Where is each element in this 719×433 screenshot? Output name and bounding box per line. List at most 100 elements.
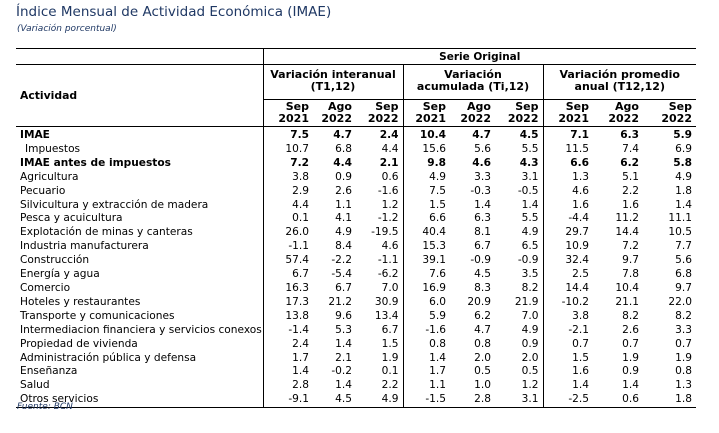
period-month: Sep <box>565 100 589 113</box>
value-cell: 1.2 <box>521 379 539 392</box>
row-label: Otros servicios <box>16 393 263 409</box>
value-cell: 4.5 <box>474 268 491 281</box>
value-cell: 14.4 <box>615 226 639 239</box>
period-header: Sep 2022 <box>495 99 543 127</box>
value-cell: 9.7 <box>675 281 692 294</box>
value-cell: 0.1 <box>262 212 313 227</box>
value-cell: -2.2 <box>331 254 352 267</box>
table-row: Enseñanza 1.4 -0.2 0.1 1.7 0.5 0.5 1.6 0.9 0.8 <box>16 365 696 380</box>
value-cell: 7.0 <box>381 281 399 294</box>
value-cell: 4.6 <box>381 240 399 253</box>
value-cell: 4.5 <box>313 393 356 409</box>
period-header: Ago 2022 <box>593 99 643 127</box>
value-cell: 1.7 <box>402 365 450 380</box>
value-cell: 6.6 <box>542 156 593 171</box>
value-cell: 0.7 <box>542 337 593 352</box>
value-cell: 4.1 <box>335 212 352 225</box>
period-header: Sep 2021 <box>402 99 450 127</box>
period-month: Ago <box>615 100 639 113</box>
group-header-promedio: Variación promedio anual (T12,12) <box>542 64 696 100</box>
value-cell: 5.6 <box>675 254 692 267</box>
row-label: Construcción <box>20 254 90 267</box>
value-cell: 1.5 <box>402 198 450 213</box>
table-row: Intermediacion financiera y servicios co… <box>16 323 696 338</box>
table-row: Explotación de minas y canteras 26.0 4.9 -1… <box>16 226 696 241</box>
value-cell: 8.2 <box>622 309 639 322</box>
row-label: Silvicultura y extracción de madera <box>20 198 209 211</box>
value-cell: 13.4 <box>374 309 399 322</box>
value-cell: 9.8 <box>402 156 450 171</box>
period-header: Sep 2021 <box>542 99 593 127</box>
value-cell: 2.2 <box>622 184 639 197</box>
value-cell: 2.5 <box>542 268 593 282</box>
value-cell: -6.2 <box>377 268 399 281</box>
value-cell: 4.5 <box>519 129 539 141</box>
value-cell: 7.1 <box>542 126 593 143</box>
period-year: 2021 <box>558 112 589 125</box>
row-label: Enseñanza <box>20 365 78 378</box>
value-cell: 0.8 <box>474 337 491 350</box>
value-cell: -4.4 <box>542 212 593 227</box>
value-cell: 6.3 <box>620 129 639 141</box>
table-row: Agricultura 3.8 0.9 0.6 4.9 3.3 3.1 1.3 5.1 4.9 <box>16 170 696 185</box>
table-row: Propiedad de vivienda 2.4 1.4 1.5 0.8 0.8 0.9 0… <box>16 337 696 352</box>
value-cell: 0.7 <box>675 337 692 350</box>
table-row: Comercio 16.3 6.7 7.0 16.9 8.3 8.2 14.4 10.4 9.7 <box>16 281 696 296</box>
value-cell: 4.9 <box>356 393 403 409</box>
value-cell: 1.5 <box>542 351 593 366</box>
value-cell: 3.1 <box>495 393 543 409</box>
value-cell: 1.5 <box>381 337 399 350</box>
value-cell: 40.4 <box>402 226 450 241</box>
value-cell: -1.5 <box>402 393 450 409</box>
value-cell: 0.6 <box>593 393 643 409</box>
row-label: Agricultura <box>20 170 79 183</box>
value-cell: 6.7 <box>474 240 491 253</box>
header-row-serie: Serie Original <box>16 48 696 65</box>
value-cell: 1.4 <box>335 379 352 392</box>
period-year: 2022 <box>367 112 399 125</box>
value-cell: 4.7 <box>333 129 352 141</box>
value-cell: 1.9 <box>381 351 399 364</box>
group-line1: Variación interanual <box>270 68 396 81</box>
value-cell: -0.2 <box>331 365 352 378</box>
row-label: IMAE <box>20 129 50 141</box>
row-label: Impuestos <box>25 142 81 155</box>
value-cell: 29.7 <box>542 226 593 241</box>
value-cell: 1.9 <box>675 351 692 364</box>
value-cell: 1.4 <box>474 198 491 211</box>
table-row: Industria manufacturera -1.1 8.4 4.6 15.3 6.7… <box>16 240 696 255</box>
row-label: Pesca y acuicultura <box>20 212 123 225</box>
value-cell: 2.9 <box>262 184 313 199</box>
value-cell: 3.5 <box>521 268 539 281</box>
value-cell: 5.5 <box>521 142 539 155</box>
value-cell: 5.8 <box>673 156 692 169</box>
value-cell: 7.0 <box>521 309 539 322</box>
value-cell: 6.3 <box>474 212 491 225</box>
value-cell: 2.0 <box>474 351 491 364</box>
value-cell: 4.6 <box>542 184 593 199</box>
value-cell: 6.2 <box>474 309 491 322</box>
value-cell: 1.0 <box>474 379 491 392</box>
value-cell: 6.7 <box>335 281 352 294</box>
value-cell: 1.1 <box>402 379 450 394</box>
value-cell: 7.8 <box>622 268 639 281</box>
value-cell: 9.6 <box>335 309 352 322</box>
value-cell: 4.9 <box>335 226 352 239</box>
value-cell: 0.9 <box>335 170 352 183</box>
table-row: IMAE antes de impuestos 7.2 4.4 2.1 9.8 4.6 4.… <box>16 156 696 171</box>
value-cell: 2.0 <box>521 351 539 364</box>
value-cell: 5.3 <box>335 323 352 336</box>
table-row: Otros servicios -9.1 4.5 4.9 -1.5 2.8 3.1 -2.5 0… <box>16 393 696 409</box>
value-cell: 5.6 <box>474 142 491 155</box>
value-cell: -0.5 <box>517 184 539 197</box>
value-cell: 1.6 <box>622 198 639 211</box>
value-cell: 7.5 <box>262 126 313 143</box>
header-row-groups: Actividad Variación interanual (T1,12) V… <box>16 64 696 127</box>
value-cell: 1.3 <box>542 170 593 185</box>
value-cell: 1.8 <box>675 184 692 197</box>
table-row: Silvicultura y extracción de madera 4.4 1.… <box>16 198 696 213</box>
value-cell: 4.7 <box>472 129 491 141</box>
value-cell: -1.4 <box>262 323 313 338</box>
value-cell: 10.9 <box>542 240 593 255</box>
value-cell: 4.4 <box>333 156 352 169</box>
